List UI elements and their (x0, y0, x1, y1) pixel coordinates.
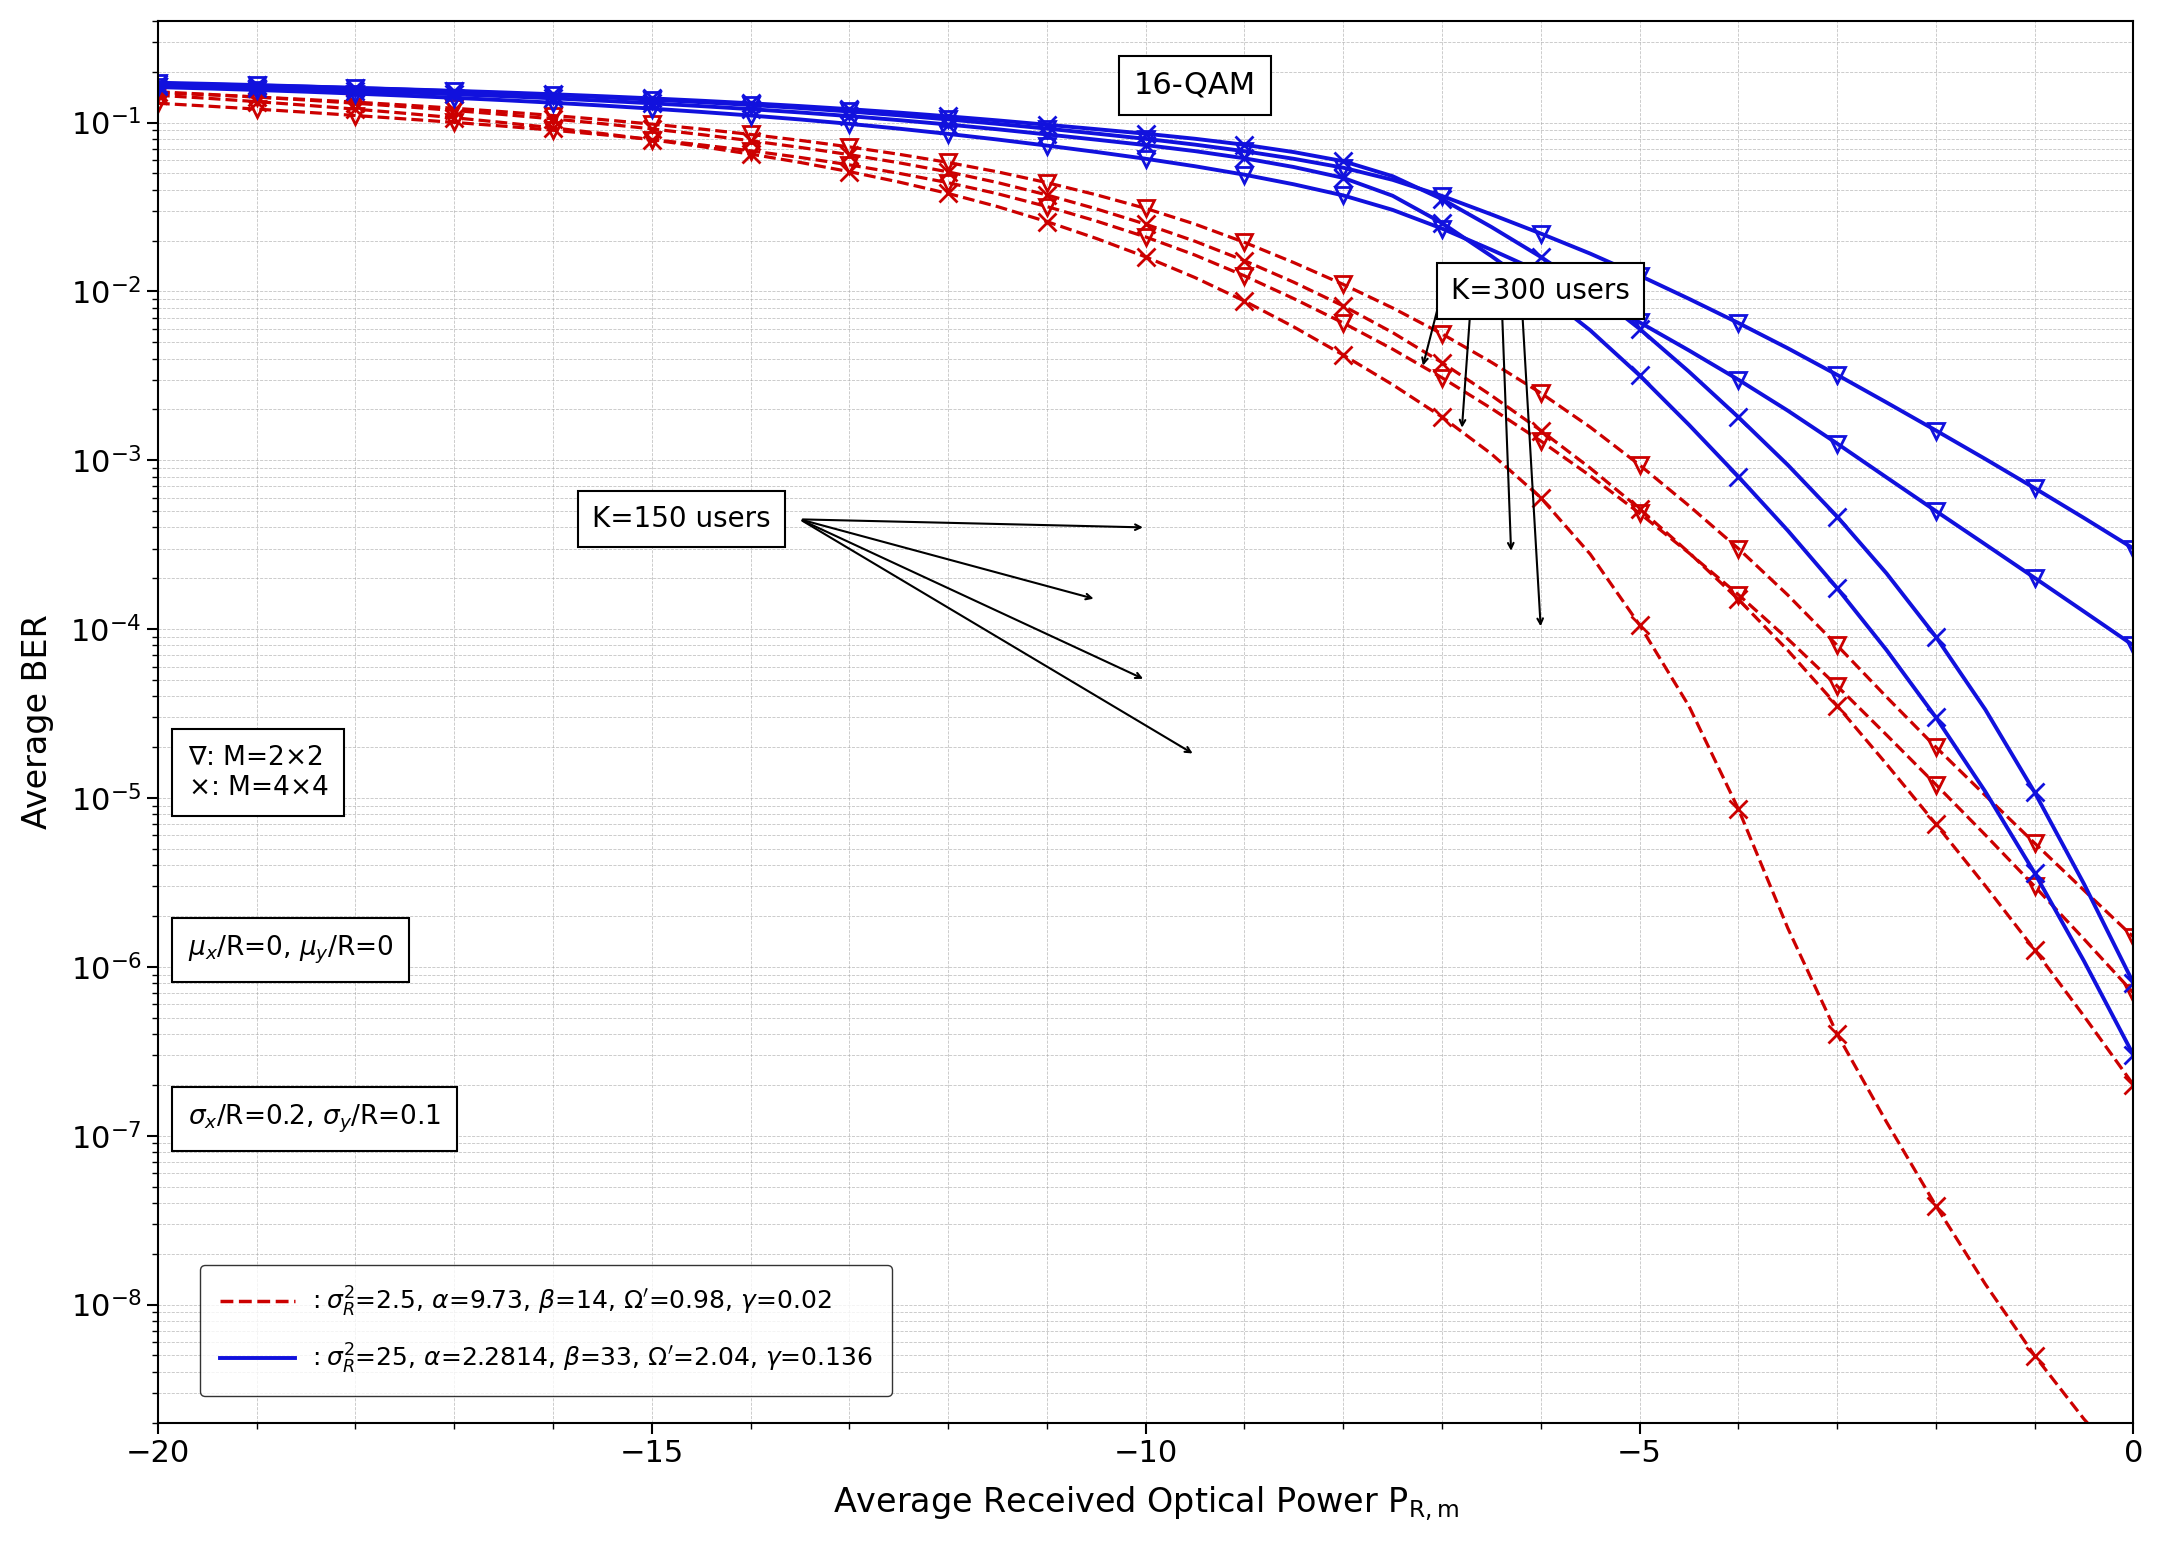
X-axis label: Average Received Optical Power P$_{\mathrm{R,m}}$: Average Received Optical Power P$_{\math… (833, 1484, 1459, 1524)
Text: $\mu_x$/R=0, $\mu_y$/R=0: $\mu_x$/R=0, $\mu_y$/R=0 (188, 934, 394, 967)
Text: $\sigma_x$/R=0.2, $\sigma_y$/R=0.1: $\sigma_x$/R=0.2, $\sigma_y$/R=0.1 (188, 1102, 441, 1135)
Text: 16-QAM: 16-QAM (1134, 71, 1255, 100)
Text: K=300 users: K=300 users (1452, 278, 1629, 306)
Text: K=150 users: K=150 users (593, 505, 770, 533)
Text: $\nabla$: M=2$\times$2
$\times$: M=4$\times$4: $\nabla$: M=2$\times$2 $\times$: M=4$\ti… (188, 744, 329, 801)
Y-axis label: Average BER: Average BER (22, 615, 54, 829)
Legend: $:\sigma_R^2$=2.5, $\alpha$=9.73, $\beta$=14, $\Omega'$=0.98, $\gamma$=0.02, $:\: $:\sigma_R^2$=2.5, $\alpha$=9.73, $\beta… (199, 1265, 892, 1396)
